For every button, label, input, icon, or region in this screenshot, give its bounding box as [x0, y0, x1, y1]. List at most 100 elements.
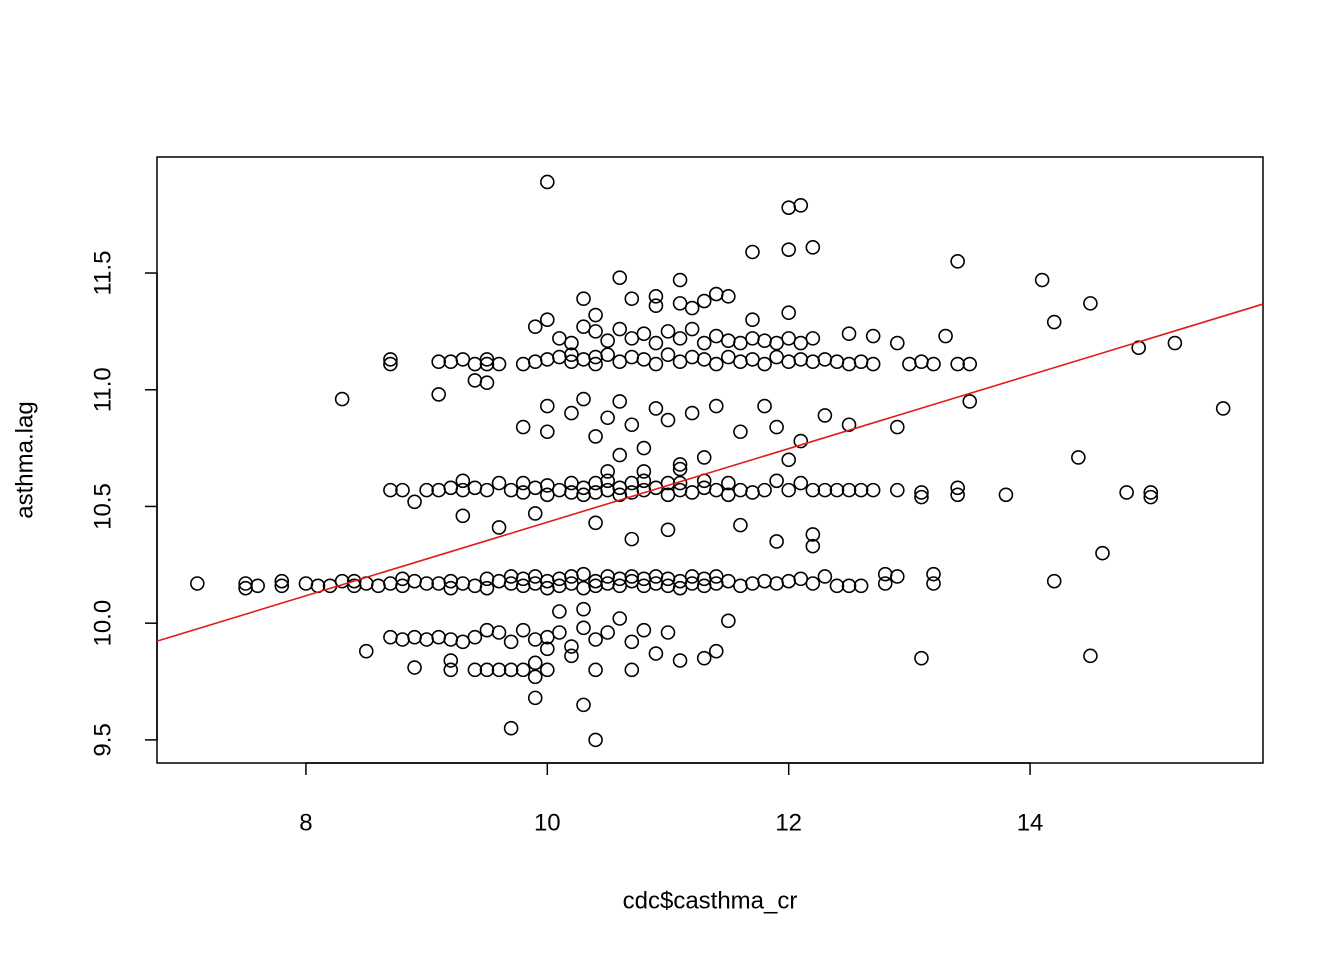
point	[890, 419, 905, 435]
point	[926, 566, 941, 582]
point	[503, 662, 519, 678]
point	[648, 289, 664, 304]
point	[612, 611, 628, 626]
point	[527, 655, 543, 671]
x-axis-label: cdc$casthma_cr	[623, 887, 798, 914]
point	[383, 356, 398, 372]
point	[467, 356, 483, 372]
point	[564, 648, 579, 664]
point	[696, 293, 712, 309]
point	[588, 662, 603, 678]
point	[1046, 314, 1062, 330]
point	[576, 601, 591, 617]
point	[902, 356, 917, 372]
point	[358, 643, 374, 659]
point	[660, 522, 676, 538]
point	[781, 242, 796, 257]
point	[1215, 401, 1231, 416]
point	[805, 482, 821, 498]
point	[648, 335, 664, 351]
point	[745, 485, 760, 500]
point	[624, 291, 640, 306]
point	[540, 478, 555, 493]
point	[890, 569, 905, 584]
point	[684, 405, 700, 421]
point	[564, 405, 579, 421]
point	[696, 352, 712, 367]
point	[745, 352, 760, 367]
point	[552, 349, 567, 365]
point	[479, 580, 495, 596]
point	[805, 538, 821, 554]
point	[443, 662, 459, 678]
point	[841, 578, 857, 594]
point	[805, 576, 821, 591]
point	[527, 506, 543, 521]
point	[672, 653, 688, 668]
fit-line	[156, 303, 1264, 642]
point	[491, 573, 507, 589]
point	[865, 356, 881, 372]
point	[491, 520, 507, 535]
point	[600, 473, 615, 489]
point	[721, 333, 736, 349]
point	[1143, 489, 1159, 505]
point	[503, 720, 519, 736]
point	[781, 482, 796, 498]
point	[515, 475, 531, 491]
point	[733, 578, 748, 594]
point	[395, 632, 410, 647]
point	[769, 534, 784, 549]
point	[962, 394, 978, 409]
point	[274, 578, 290, 594]
point	[431, 629, 446, 645]
point	[684, 321, 700, 337]
point	[564, 335, 579, 351]
point	[696, 450, 712, 465]
point	[1046, 573, 1062, 589]
point	[745, 244, 760, 260]
point	[781, 573, 796, 589]
point	[467, 629, 483, 645]
point	[624, 417, 640, 433]
point	[455, 634, 471, 650]
point	[624, 331, 640, 346]
point	[298, 576, 314, 591]
point	[962, 356, 978, 372]
point	[950, 254, 965, 269]
point	[636, 352, 652, 367]
point	[564, 485, 579, 500]
point	[190, 576, 205, 591]
point	[853, 482, 869, 498]
point	[950, 356, 965, 372]
point	[817, 352, 833, 367]
point	[576, 620, 591, 636]
point	[383, 482, 398, 498]
point	[383, 629, 398, 645]
point	[588, 356, 603, 372]
point	[817, 482, 833, 498]
point	[829, 482, 845, 498]
point	[672, 296, 688, 311]
point	[600, 347, 615, 363]
point	[926, 356, 941, 372]
point	[600, 333, 615, 349]
point	[1095, 545, 1110, 561]
point	[757, 356, 772, 372]
point	[648, 356, 664, 372]
point	[491, 625, 507, 640]
point	[540, 641, 555, 657]
point	[841, 326, 857, 342]
point	[636, 473, 652, 489]
point	[576, 580, 591, 596]
point	[527, 319, 543, 335]
point	[769, 473, 784, 489]
point	[527, 690, 543, 706]
point	[817, 408, 833, 423]
y-tick-label: 11.0	[89, 367, 116, 412]
point	[552, 331, 567, 346]
point	[588, 307, 603, 323]
point	[455, 352, 471, 367]
point	[636, 440, 652, 456]
